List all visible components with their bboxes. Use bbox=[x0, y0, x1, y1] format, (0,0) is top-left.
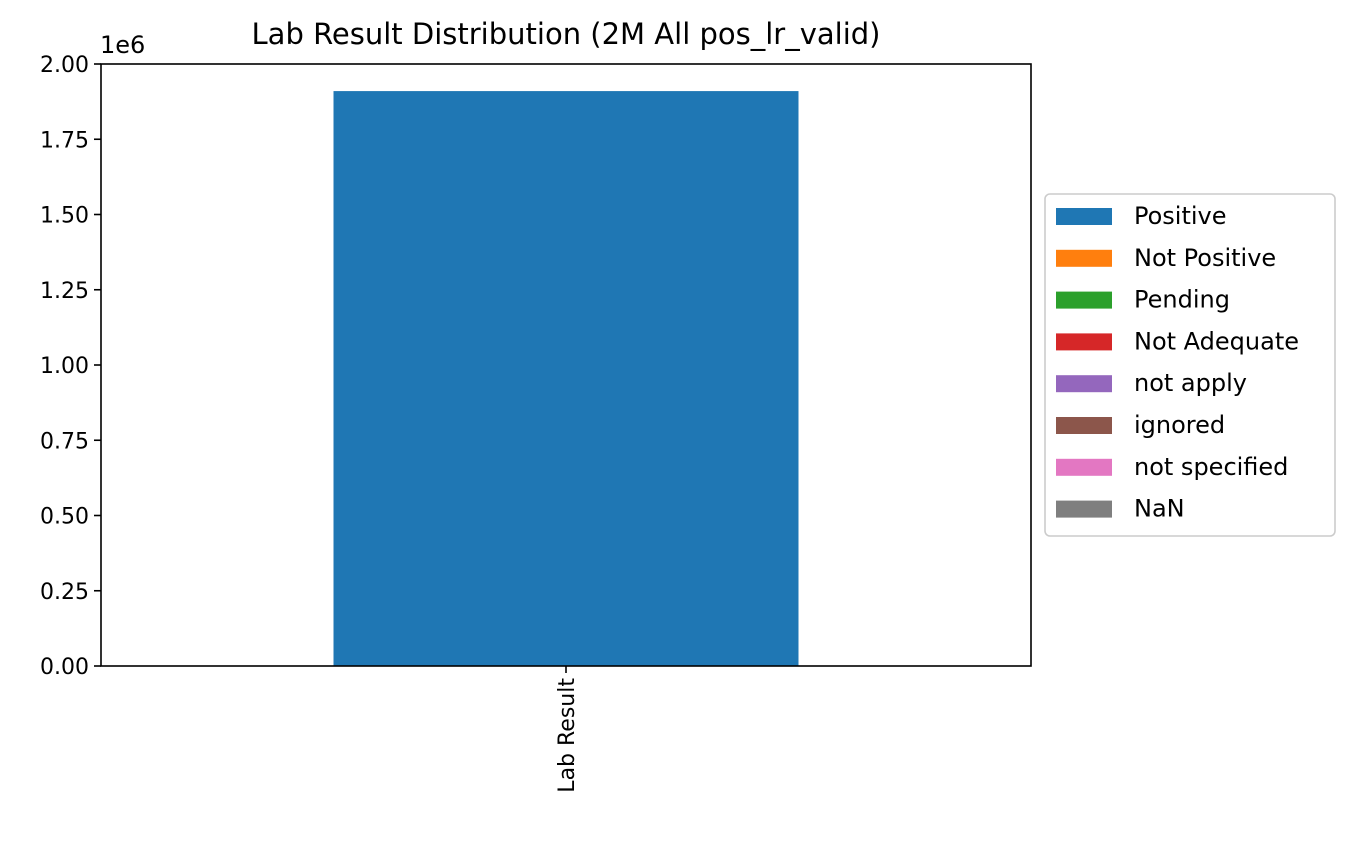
y-tick-label: 1.00 bbox=[40, 354, 89, 379]
y-tick-label: 0.50 bbox=[40, 505, 89, 530]
y-tick-label: 0.25 bbox=[40, 580, 89, 605]
legend-label: not specified bbox=[1134, 453, 1288, 481]
legend-swatch bbox=[1056, 291, 1112, 309]
x-axis: Lab Result bbox=[555, 666, 580, 793]
legend-box bbox=[1044, 193, 1336, 537]
legend: Positive Not Positive Pending Not Adequate n… bbox=[1044, 193, 1336, 537]
legend-label: Not Adequate bbox=[1134, 327, 1299, 355]
plot-frame bbox=[100, 63, 1032, 667]
legend-swatch bbox=[1056, 208, 1112, 225]
legend-swatch bbox=[1056, 500, 1112, 518]
y-tick-label: 0.75 bbox=[40, 429, 89, 454]
y-tick-label: 1.50 bbox=[40, 204, 89, 229]
y-axis-offset-label: 1e6 bbox=[100, 31, 145, 59]
chart-title: Lab Result Distribution (2M All pos_lr_v… bbox=[252, 17, 881, 51]
legend-label: NaN bbox=[1134, 495, 1185, 523]
legend-label: Positive bbox=[1134, 202, 1227, 230]
legend-label: not apply bbox=[1134, 369, 1247, 397]
y-tick-label: 0.00 bbox=[40, 655, 89, 680]
legend-swatch bbox=[1056, 417, 1112, 434]
legend-label: Pending bbox=[1134, 286, 1230, 314]
y-tick-label: 2.00 bbox=[40, 53, 89, 78]
y-axis: 0.00 0.25 0.50 0.75 1.00 1.25 1.50 1.75 2.00 bbox=[40, 53, 101, 680]
legend-swatch bbox=[1056, 375, 1112, 393]
legend-label: ignored bbox=[1134, 411, 1225, 439]
legend-swatch bbox=[1056, 249, 1112, 267]
y-tick-label: 1.25 bbox=[40, 279, 89, 304]
y-tick-label: 1.75 bbox=[40, 128, 89, 153]
legend-swatch bbox=[1056, 458, 1112, 476]
x-tick-label: Lab Result bbox=[555, 678, 580, 793]
bars-group bbox=[333, 91, 799, 667]
legend-swatch bbox=[1056, 333, 1112, 351]
bar-positive bbox=[333, 91, 799, 667]
legend-label: Not Positive bbox=[1134, 244, 1276, 272]
